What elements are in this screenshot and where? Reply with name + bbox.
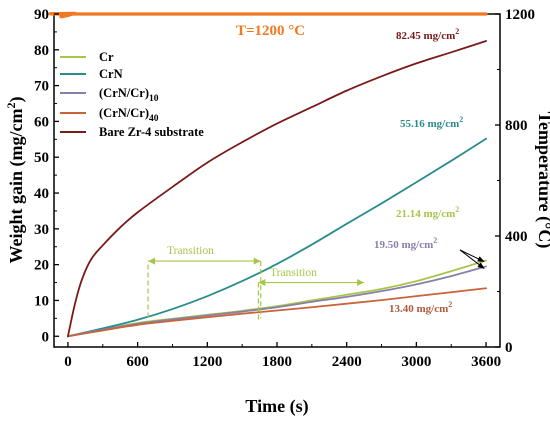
pointer-arrow-crn-cr-10 xyxy=(459,249,485,269)
y-left-title-end: ) xyxy=(6,97,27,103)
y-right-tick-label: 0 xyxy=(505,340,513,356)
legend-label-crn: CrN xyxy=(99,67,123,81)
y-right-axis-title: Temperature (°C) xyxy=(534,112,550,249)
transition-label-1: Transition xyxy=(167,245,214,257)
y-left-tick-label: 10 xyxy=(34,293,49,309)
pointer-arrow-cr xyxy=(459,249,485,263)
right-axis-ticks: 0 400 800 1200 xyxy=(495,7,535,356)
bottom-axis-ticks: 0 600 1200 1800 2400 3000 3600 xyxy=(64,342,501,370)
series-layer xyxy=(48,11,488,338)
y-left-tick-label: 60 xyxy=(34,114,49,130)
y-left-tick-label: 80 xyxy=(34,43,49,59)
cr-value-label-sup: 2 xyxy=(455,205,459,214)
transition-label-2: Transition xyxy=(270,267,317,279)
x-tick-label: 2400 xyxy=(332,354,362,370)
legend-label-cr: Cr xyxy=(99,50,114,64)
series-line-bare-zr4 xyxy=(67,40,487,338)
y-left-tick-label: 50 xyxy=(34,150,49,166)
series-line-crn-cr-10 xyxy=(67,265,487,338)
y-right-tick-label: 1200 xyxy=(505,7,535,23)
legend-label-crn-cr-10: (CrN/Cr)10 xyxy=(99,86,159,104)
x-tick-label: 1200 xyxy=(192,354,222,370)
left-axis-ticks: 0 10 20 30 40 50 60 70 80 90 xyxy=(34,7,59,345)
crn-value-label-text: 55.16 mg/cm xyxy=(400,118,459,130)
bare-zr4-value-label-sup: 2 xyxy=(455,27,459,36)
crn-value-label-sup: 2 xyxy=(459,115,463,124)
transition-arrow-right-1 xyxy=(253,257,261,265)
temperature-label-text: T=1200 °C xyxy=(236,23,305,39)
crn-cr-10-value-label-sup: 2 xyxy=(433,236,437,245)
x-tick-label: 600 xyxy=(126,354,149,370)
y-left-axis-title: Weight gain (mg/cm2) xyxy=(4,97,27,264)
series-line-crn xyxy=(67,137,487,338)
y-left-tick-label: 0 xyxy=(42,329,50,345)
temperature-label: T=1200 °C xyxy=(236,23,305,39)
crn-cr-10-value-label-text: 19.50 mg/cm xyxy=(374,239,433,251)
y-left-tick-label: 40 xyxy=(34,186,49,202)
cr-value-label-text: 21.14 mg/cm xyxy=(396,208,455,220)
y-left-tick-label: 90 xyxy=(34,7,49,23)
transition-label-1-text: Transition xyxy=(167,245,214,257)
y-right-tick-label: 400 xyxy=(505,229,528,245)
legend-crn-cr-10-sub: 10 xyxy=(149,94,159,104)
crn-cr-40-value-label: 13.40 mg/cm2 xyxy=(389,300,452,315)
y-left-tick-label: 70 xyxy=(34,79,49,95)
legend-crn-cr-10-main: (CrN/Cr) xyxy=(99,86,149,100)
transition-arrow-right-2 xyxy=(357,279,365,287)
legend-label-crn-cr-40: (CrN/Cr)40 xyxy=(99,106,159,124)
series-line-temperature xyxy=(48,11,488,19)
x-tick-label: 1800 xyxy=(262,354,292,370)
transition-arrow-left-1 xyxy=(148,257,156,265)
crn-cr-10-value-label: 19.50 mg/cm2 xyxy=(374,236,437,251)
bare-zr4-value-label-text: 82.45 mg/cm xyxy=(396,30,455,42)
y-left-tick-label: 30 xyxy=(34,222,49,238)
legend-label-bare-zr4: Bare Zr-4 substrate xyxy=(99,125,204,139)
x-tick-label: 3600 xyxy=(471,354,501,370)
crn-cr-40-value-label-text: 13.40 mg/cm xyxy=(389,303,448,315)
legend: Cr CrN (CrN/Cr)10 (CrN/Cr)40 Bare Zr-4 s… xyxy=(60,50,204,139)
series-line-crn-cr-40 xyxy=(67,287,487,338)
x-axis-title: Time (s) xyxy=(245,396,308,417)
transition-layer xyxy=(147,257,365,322)
cr-value-label: 21.14 mg/cm2 xyxy=(396,205,459,220)
bare-zr4-value-label: 82.45 mg/cm2 xyxy=(396,27,459,42)
y-right-tick-label: 800 xyxy=(505,118,528,134)
x-tick-label: 0 xyxy=(64,354,72,370)
legend-crn-cr-40-main: (CrN/Cr) xyxy=(99,106,149,120)
y-left-title-sup: 2 xyxy=(4,103,18,109)
plot-frame xyxy=(53,13,501,348)
y-left-tick-label: 20 xyxy=(34,258,49,274)
y-left-title-main: Weight gain (mg/cm xyxy=(6,109,27,264)
x-tick-label: 3000 xyxy=(401,354,431,370)
crn-value-label: 55.16 mg/cm2 xyxy=(400,115,463,130)
transition-arrow-left-2 xyxy=(258,279,266,287)
legend-crn-cr-40-sub: 40 xyxy=(149,114,159,124)
crn-cr-40-value-label-sup: 2 xyxy=(448,300,452,309)
transition-label-2-text: Transition xyxy=(270,267,317,279)
